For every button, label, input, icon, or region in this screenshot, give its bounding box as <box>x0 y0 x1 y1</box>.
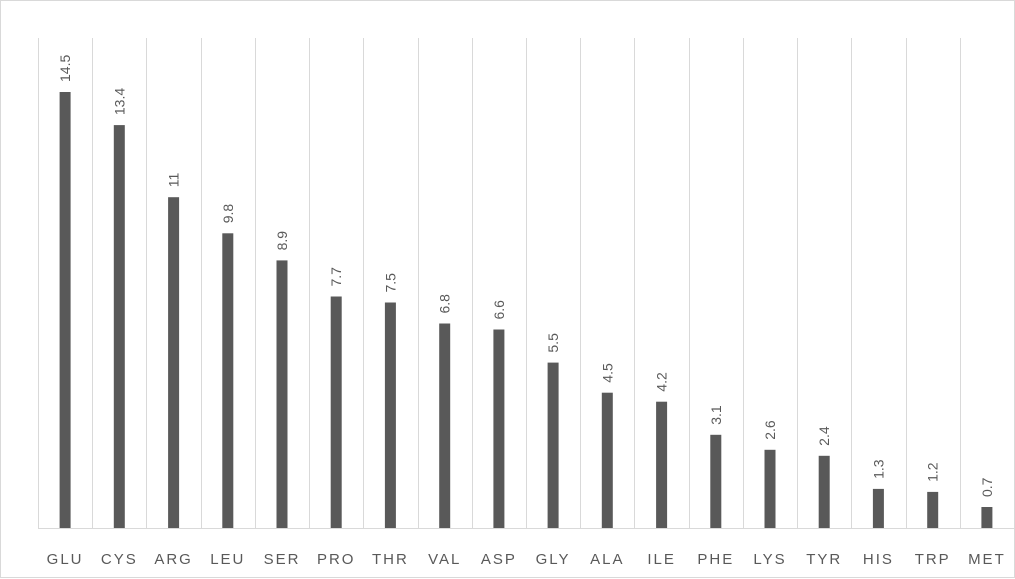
bar-pro <box>330 296 342 528</box>
bar-glu <box>59 92 71 528</box>
x-tick-label-asp: ASP <box>481 551 517 568</box>
x-tick-label-phe: PHE <box>697 551 734 568</box>
bar-ala <box>601 392 613 528</box>
x-tick-label-ala: ALA <box>590 551 624 568</box>
x-tick-label-met: MET <box>968 551 1006 568</box>
data-label-ala: 4.5 <box>599 363 615 383</box>
bar-tyr <box>818 455 830 528</box>
category-gridlines <box>38 38 1015 528</box>
data-label-lys: 2.6 <box>762 420 778 440</box>
x-tick-label-thr: THR <box>372 551 409 568</box>
bar-gly <box>547 362 559 528</box>
data-label-cys: 13.4 <box>111 88 127 115</box>
x-tick-label-lys: LYS <box>753 551 786 568</box>
bar-his <box>872 488 884 528</box>
bar-val <box>439 323 451 528</box>
bar-cys <box>113 125 125 528</box>
data-label-arg: 11 <box>166 172 182 187</box>
x-tick-label-val: VAL <box>428 551 461 568</box>
data-label-met: 0.7 <box>979 477 995 497</box>
bar-phe <box>710 434 722 528</box>
data-label-trp: 1.2 <box>925 462 941 482</box>
data-label-asp: 6.6 <box>491 300 507 320</box>
x-tick-label-leu: LEU <box>210 551 245 568</box>
bars <box>59 92 993 529</box>
data-label-tyr: 2.4 <box>816 426 832 446</box>
bar-ile <box>656 401 668 528</box>
x-tick-label-trp: TRP <box>915 551 951 568</box>
bar-asp <box>493 329 505 528</box>
data-label-gly: 5.5 <box>545 333 561 353</box>
data-labels: 14.5 13.4 11 9.8 8.9 7.7 7.5 6.8 6.6 5.5 4.5 4.2 3.1… <box>57 55 995 497</box>
bar-ser <box>276 260 288 528</box>
data-label-val: 6.8 <box>437 294 453 314</box>
x-tick-label-glu: GLU <box>47 551 84 568</box>
data-label-phe: 3.1 <box>708 405 724 425</box>
bar-arg <box>168 197 180 528</box>
data-label-ser: 8.9 <box>274 231 290 251</box>
x-tick-label-ile: ILE <box>647 551 676 568</box>
x-tick-label-tyr: TYR <box>806 551 842 568</box>
bar-lys <box>764 449 776 528</box>
bar-leu <box>222 233 234 529</box>
bar-thr <box>384 302 396 528</box>
x-tick-label-arg: ARG <box>154 551 193 568</box>
x-tick-label-gly: GLY <box>536 551 571 568</box>
bar-met <box>981 507 993 528</box>
bar-trp <box>927 491 939 528</box>
data-label-thr: 7.5 <box>382 273 398 293</box>
data-label-his: 1.3 <box>870 459 886 479</box>
x-tick-label-his: HIS <box>863 551 894 568</box>
data-label-pro: 7.7 <box>328 267 344 287</box>
data-label-leu: 9.8 <box>220 204 236 224</box>
x-tick-label-pro: PRO <box>317 551 356 568</box>
x-tick-label-cys: CYS <box>101 551 138 568</box>
x-tick-label-ser: SER <box>264 551 301 568</box>
data-label-glu: 14.5 <box>57 55 73 82</box>
x-axis-tick-labels: GLU CYS ARG LEU SER PRO THR VAL ASP GLY ALA ILE PHE L… <box>47 551 1006 568</box>
data-label-ile: 4.2 <box>654 372 670 392</box>
